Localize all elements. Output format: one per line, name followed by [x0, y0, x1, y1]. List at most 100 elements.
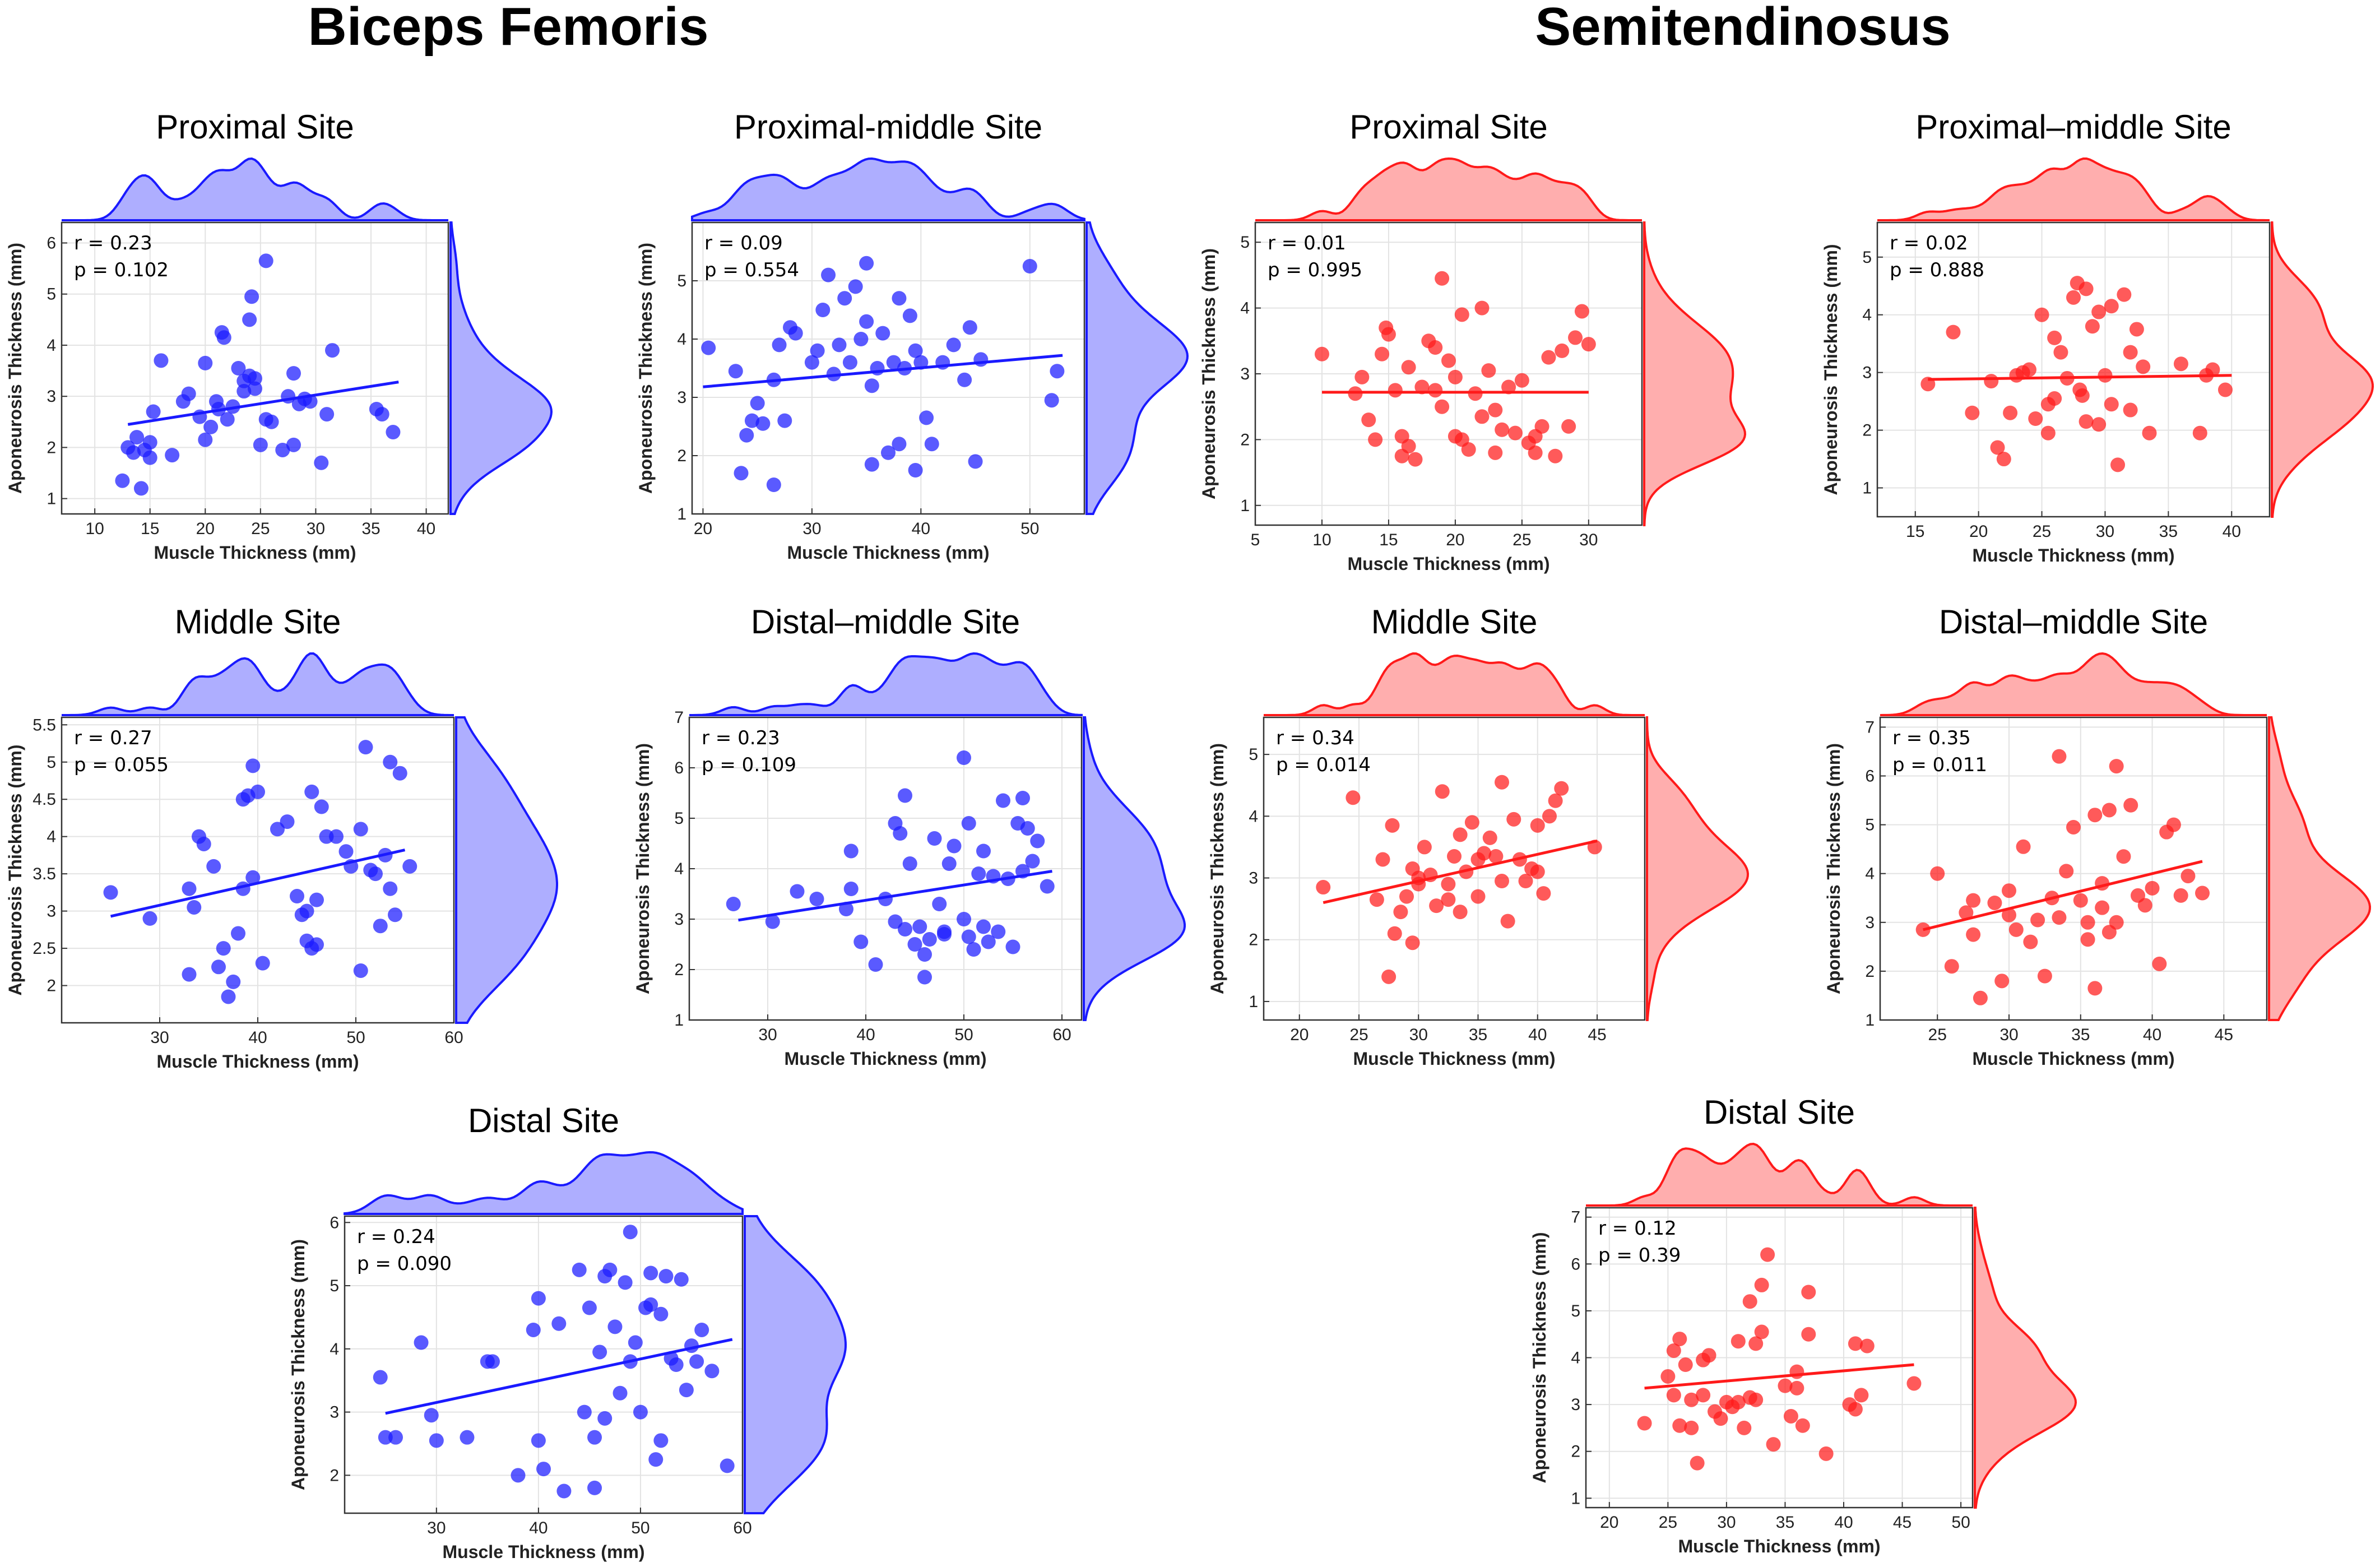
scatter-point [165, 448, 180, 463]
x-tick-label: 50 [346, 1028, 365, 1047]
scatter-point [1401, 439, 1416, 454]
scatter-point [726, 897, 741, 911]
r-value-label: r = 0.23 [74, 232, 152, 254]
scatter-point [1346, 790, 1361, 805]
scatter-point [187, 900, 202, 915]
scatter-point [2217, 382, 2233, 397]
scatter-point [734, 466, 749, 481]
scatter-point [859, 314, 874, 329]
scatter-point [1542, 809, 1557, 824]
scatter-point [1748, 1336, 1764, 1351]
scatter-point [1987, 895, 2002, 910]
scatter-point [1481, 363, 1496, 378]
scatter-point [1050, 364, 1065, 379]
scatter-point [898, 922, 912, 937]
scatter-point [1637, 1416, 1652, 1431]
scatter-point [103, 885, 118, 900]
r-value-label: r = 0.01 [1268, 232, 1346, 254]
scatter-point [216, 941, 231, 956]
scatter-point [1387, 926, 1402, 941]
scatter-point [1314, 346, 1329, 361]
scatter-point [2030, 912, 2045, 928]
scatter-point [772, 337, 787, 353]
chart-panel: 5 10 15 20 25 30 1 2 3 4 5 Muscle Thickness (mm) Apo… [1199, 108, 1747, 574]
scatter-point [231, 926, 245, 941]
scatter-point [2195, 886, 2210, 901]
x-tick-label: 30 [427, 1519, 446, 1537]
scatter-point [1778, 1378, 1793, 1393]
scatter-point [1435, 784, 1450, 799]
scatter-point [115, 473, 130, 488]
scatter-point [1354, 369, 1370, 384]
chart-panel: 30 40 50 60 2 3 4 5 6 Muscle Thickness (mm) Aponeu… [288, 1102, 847, 1562]
scatter-point [1474, 300, 1490, 316]
scatter-point [1495, 775, 1509, 790]
scatter-point [2123, 798, 2138, 813]
scatter-point [968, 454, 983, 469]
scatter-point [242, 312, 257, 327]
scatter-point [996, 793, 1010, 808]
y-axis-label: Aponeurosis Thickness (mm) [635, 243, 656, 494]
x-tick-label: 60 [444, 1028, 463, 1047]
y-tick-label: 1 [677, 505, 686, 523]
regression-line [1644, 1363, 1914, 1390]
scatter-point [607, 1319, 623, 1334]
scatter-point [299, 903, 314, 919]
scatter-point [1684, 1392, 1699, 1407]
scatter-point [309, 892, 324, 907]
p-value-label: p = 0.014 [1276, 754, 1371, 776]
scatter-point [374, 407, 389, 422]
x-axis-label: Muscle Thickness (mm) [154, 543, 356, 563]
scatter-point [280, 814, 295, 829]
scatter-point [1944, 959, 1959, 974]
x-density-curve [1586, 1142, 1973, 1207]
scatter-point [728, 364, 743, 379]
scatter-point [2037, 968, 2052, 984]
r-value-label: r = 0.24 [357, 1226, 435, 1248]
scatter-point [2087, 981, 2103, 996]
regression-line [1323, 839, 1598, 905]
x-tick-label: 35 [361, 520, 380, 538]
scatter-point [1022, 259, 1037, 273]
scatter-point [1848, 1336, 1863, 1351]
y-tick-label: 4 [1240, 299, 1250, 318]
x-tick-label: 25 [1349, 1026, 1368, 1044]
scatter-point [2052, 749, 2067, 764]
scatter-point [338, 844, 354, 859]
scatter-point [957, 372, 972, 387]
scatter-point [1381, 327, 1396, 342]
y-tick-label: 4.5 [33, 790, 56, 809]
x-tick-label: 30 [758, 1026, 777, 1044]
x-tick-label: 30 [1409, 1026, 1428, 1044]
x-tick-label: 20 [1969, 522, 1988, 541]
y-tick-label: 2 [1249, 931, 1258, 949]
scatter-point [1528, 445, 1543, 460]
scatter-point [902, 308, 917, 323]
scatter-point [2023, 934, 2038, 949]
regression-line [738, 870, 1052, 922]
scatter-point [1946, 324, 1961, 340]
scatter-point [2104, 397, 2119, 412]
scatter-point [353, 822, 368, 837]
scatter-point [1731, 1394, 1746, 1410]
scatter-point [536, 1462, 551, 1477]
scatter-point [1381, 969, 1397, 984]
scatter-point [2091, 304, 2107, 319]
scatter-point [1429, 898, 1444, 914]
scatter-point [892, 291, 907, 306]
scatter-point [981, 934, 996, 949]
x-tick-label: 50 [631, 1519, 649, 1537]
scatter-point [957, 912, 971, 926]
scatter-point [1488, 849, 1504, 864]
scatter-point [388, 1430, 403, 1445]
x-axis-label: Muscle Thickness (mm) [785, 1049, 987, 1069]
scatter-point [2091, 417, 2107, 432]
plot-area [1880, 717, 2267, 1020]
y-tick-label: 6 [1865, 767, 1875, 786]
x-tick-label: 20 [1600, 1513, 1618, 1532]
scatter-point [1731, 1334, 1746, 1349]
